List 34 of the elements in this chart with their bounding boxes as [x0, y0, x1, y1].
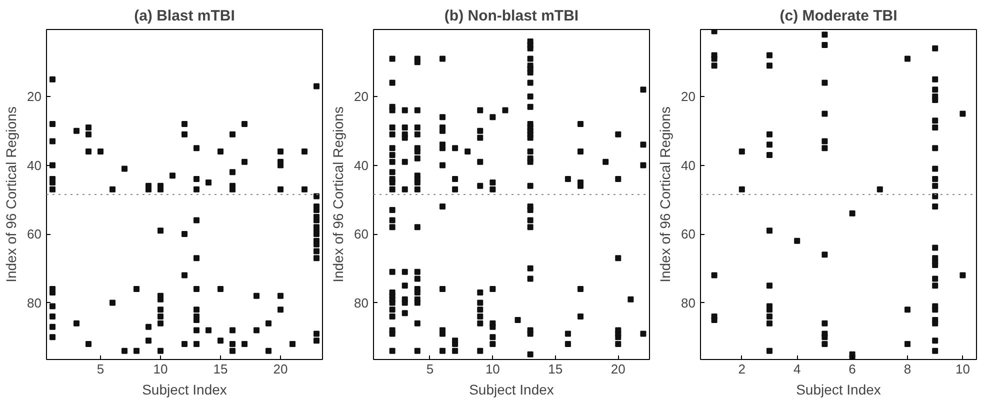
x-tick-label: 4	[793, 362, 801, 376]
chart-title: (b) Non-blast mTBI	[444, 8, 579, 24]
x-tick-label: 15	[213, 362, 228, 376]
x-tick-label: 5	[426, 362, 434, 376]
x-tick-label: 20	[273, 362, 288, 376]
y-tick-label: 60	[681, 226, 696, 242]
y-tick-label: 40	[27, 158, 42, 173]
y-tick-label: 80	[681, 295, 696, 310]
x-tick-label: 5	[96, 362, 104, 376]
x-tick-label: 8	[904, 362, 912, 376]
y-axis-title: Index of 96 Cortical Regions	[330, 106, 346, 282]
y-tick-label: 60	[354, 226, 369, 242]
chart-title: (c) Moderate TBI	[780, 8, 898, 24]
y-axis-title: Index of 96 Cortical Regions	[3, 106, 20, 282]
y-axis-title: Index of 96 Cortical Regions	[657, 106, 674, 282]
y-tick-label: 20	[681, 89, 696, 104]
y-tick-label: 80	[354, 295, 369, 310]
x-tick-label: 15	[548, 362, 563, 376]
x-axis-title: Subject Index	[796, 382, 881, 398]
y-tick-label: 20	[27, 89, 42, 104]
x-tick-label: 2	[738, 362, 746, 376]
x-axis-title: Subject Index	[142, 382, 227, 398]
x-tick-label: 20	[610, 362, 626, 376]
x-tick-label: 6	[848, 362, 856, 376]
x-tick-label: 10	[485, 362, 500, 376]
y-tick-label: 40	[354, 158, 369, 173]
y-tick-label: 80	[27, 295, 42, 310]
y-tick-label: 20	[354, 89, 369, 104]
y-tick-label: 40	[681, 158, 696, 173]
x-tick-label: 10	[955, 362, 970, 376]
y-tick-label: 60	[27, 226, 42, 242]
chart-title: (a) Blast mTBI	[134, 8, 235, 24]
x-tick-label: 10	[153, 362, 168, 376]
x-axis-title: Subject Index	[469, 382, 554, 398]
